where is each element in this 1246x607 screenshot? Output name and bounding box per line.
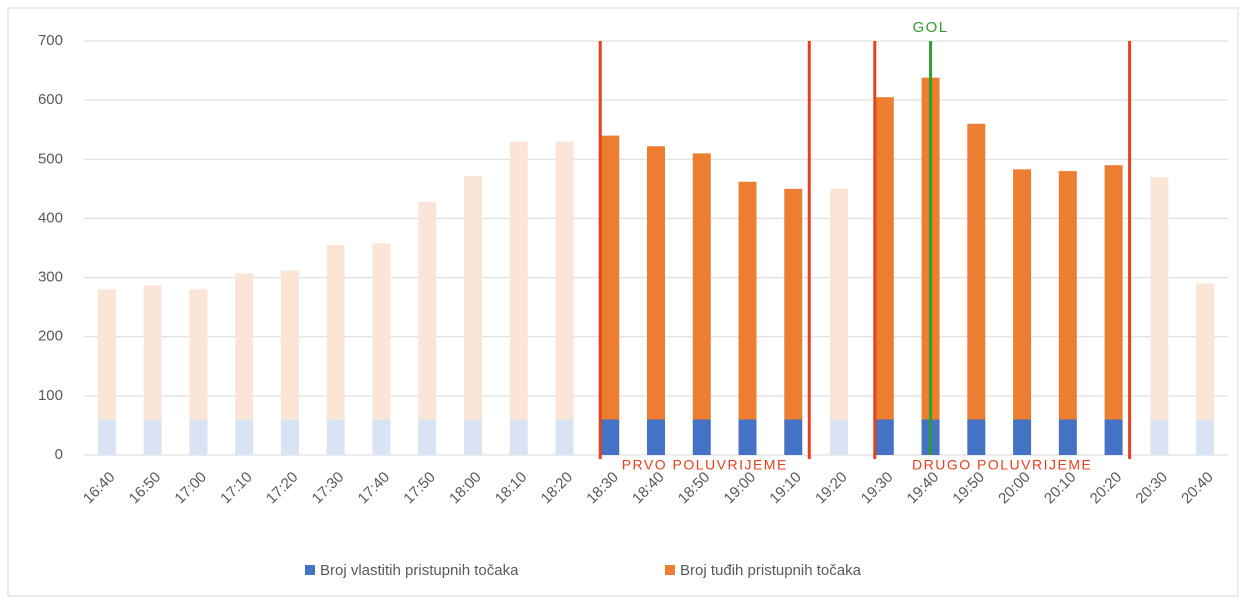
bar <box>280 270 299 420</box>
bar <box>784 188 803 420</box>
bar <box>784 419 803 455</box>
bar <box>143 419 162 455</box>
bar <box>1150 419 1169 455</box>
bar <box>692 419 711 455</box>
bar <box>326 419 345 455</box>
bar <box>189 419 208 455</box>
bar <box>738 419 757 455</box>
bar <box>1196 283 1215 420</box>
bar <box>647 419 665 455</box>
bar <box>463 419 482 455</box>
event-label: GOL <box>912 19 948 36</box>
bar <box>1104 165 1123 420</box>
y-tick-label: 600 <box>38 91 63 108</box>
y-tick-label: 0 <box>55 446 63 463</box>
bar <box>372 419 391 455</box>
bar <box>601 135 620 420</box>
bar <box>830 188 849 420</box>
bar <box>326 245 345 420</box>
bar <box>418 419 437 455</box>
y-tick-label: 200 <box>38 328 63 345</box>
legend-label: Broj tuđih pristupnih točaka <box>680 562 862 579</box>
bar <box>189 289 208 420</box>
bar <box>1104 419 1123 455</box>
bar <box>418 201 437 420</box>
bar <box>1150 177 1169 420</box>
y-tick-label: 300 <box>38 269 63 286</box>
bar <box>601 419 620 455</box>
y-tick-label: 100 <box>38 387 63 404</box>
bar <box>97 289 116 420</box>
y-tick-label: 700 <box>38 32 63 49</box>
period-label: DRUGO POLUVRIJEME <box>912 457 1092 473</box>
bar <box>967 123 986 420</box>
bar <box>1196 419 1215 455</box>
bar <box>1013 169 1032 420</box>
bar <box>235 419 254 455</box>
bar <box>967 419 986 455</box>
chart-frame <box>7 7 1239 597</box>
bar <box>509 419 528 455</box>
legend-swatch <box>305 565 315 575</box>
bar <box>143 285 162 420</box>
bar <box>1013 419 1032 455</box>
bar <box>280 419 299 455</box>
legend-label: Broj vlastitih pristupnih točaka <box>320 562 519 579</box>
bar <box>509 141 528 420</box>
bar <box>1058 171 1077 420</box>
period-label: PRVO POLUVRIJEME <box>622 457 788 473</box>
bar <box>235 273 254 420</box>
bar <box>692 153 711 420</box>
bar <box>97 419 116 455</box>
bar <box>555 141 574 420</box>
bar <box>738 181 757 420</box>
bar <box>1058 419 1077 455</box>
bar <box>372 243 391 420</box>
bar <box>875 97 894 420</box>
bar <box>647 146 665 420</box>
y-tick-label: 400 <box>38 209 63 226</box>
bar <box>463 175 482 420</box>
legend-swatch <box>665 565 675 575</box>
bar <box>555 419 574 455</box>
y-tick-label: 500 <box>38 150 63 167</box>
bar <box>830 419 849 455</box>
bar <box>875 419 894 455</box>
